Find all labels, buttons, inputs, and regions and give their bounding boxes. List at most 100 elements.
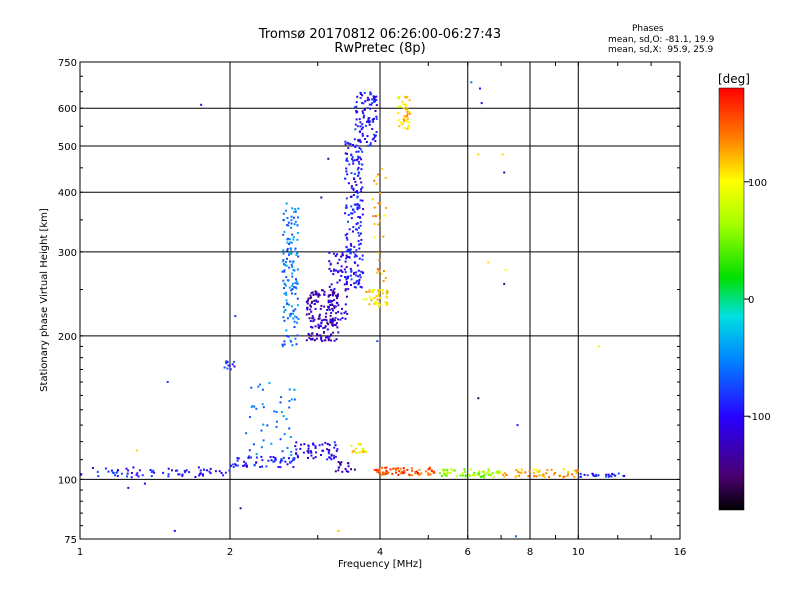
data-point — [277, 466, 280, 468]
data-point — [228, 469, 231, 472]
data-point — [292, 238, 295, 241]
data-point — [288, 238, 291, 241]
data-point — [311, 315, 314, 318]
data-point — [361, 102, 364, 104]
data-point — [362, 112, 365, 115]
data-point — [368, 296, 371, 299]
data-point — [288, 457, 290, 460]
data-point — [296, 268, 299, 271]
x-tick-label: 4 — [377, 547, 383, 558]
data-point — [375, 115, 378, 118]
data-point — [141, 474, 144, 477]
data-point — [79, 473, 82, 476]
data-point — [333, 268, 336, 271]
data-point — [307, 447, 310, 450]
data-point — [293, 210, 296, 213]
data-point — [252, 443, 255, 446]
data-point — [404, 116, 407, 119]
data-point — [505, 473, 508, 476]
data-point — [399, 121, 402, 124]
data-point — [288, 388, 291, 391]
data-point — [541, 474, 544, 477]
data-point — [520, 471, 523, 474]
data-point — [317, 300, 319, 303]
data-point — [321, 340, 324, 342]
y-tick-label: 300 — [58, 248, 77, 259]
data-point — [397, 467, 400, 470]
data-point — [546, 469, 549, 472]
data-point — [442, 470, 445, 473]
data-point — [289, 313, 292, 316]
data-point — [464, 474, 467, 477]
data-point — [333, 457, 335, 460]
data-point — [373, 98, 376, 101]
data-point — [288, 400, 291, 403]
data-point — [126, 472, 129, 475]
data-point — [348, 228, 351, 231]
data-point — [303, 443, 306, 446]
data-point — [307, 332, 310, 335]
data-point — [285, 299, 288, 302]
data-point — [332, 289, 335, 292]
data-point — [311, 338, 314, 341]
data-point — [376, 470, 379, 473]
data-point — [373, 117, 375, 120]
data-point — [407, 124, 410, 127]
data-point — [479, 475, 482, 478]
data-point — [350, 217, 353, 220]
data-point — [309, 334, 312, 337]
data-point — [290, 450, 293, 453]
data-point — [365, 291, 368, 293]
data-point — [406, 127, 409, 130]
data-point — [116, 470, 119, 473]
data-point — [478, 474, 481, 477]
data-point — [349, 274, 352, 277]
data-point — [260, 429, 263, 432]
data-point — [286, 249, 289, 252]
data-point — [361, 150, 364, 153]
data-point — [503, 171, 506, 174]
data-point — [296, 297, 299, 300]
data-point — [312, 317, 315, 320]
x-tick-label: 6 — [465, 547, 471, 558]
data-point — [502, 473, 505, 476]
data-point — [347, 462, 350, 465]
data-point — [326, 448, 329, 451]
data-point — [318, 317, 321, 320]
data-point — [291, 284, 293, 287]
data-point — [282, 415, 285, 418]
data-point — [323, 305, 326, 308]
data-point — [399, 105, 401, 108]
data-point — [341, 271, 344, 273]
data-point — [347, 220, 349, 223]
data-point — [120, 472, 123, 475]
data-point — [368, 289, 371, 292]
data-point — [597, 474, 600, 477]
data-point — [427, 473, 430, 476]
data-point — [283, 270, 286, 273]
data-point — [354, 203, 357, 206]
data-point — [356, 157, 359, 160]
data-point — [330, 458, 333, 461]
data-point — [167, 475, 170, 478]
data-point — [288, 303, 290, 306]
data-point — [352, 450, 355, 452]
data-point — [418, 468, 421, 471]
data-point — [385, 206, 387, 209]
data-point — [345, 197, 348, 200]
data-point — [378, 270, 381, 272]
data-point — [188, 471, 191, 474]
data-point — [313, 299, 316, 302]
data-point — [397, 119, 400, 122]
data-point — [225, 362, 228, 365]
data-point — [344, 289, 347, 292]
data-point — [153, 471, 156, 474]
data-point — [283, 310, 286, 313]
colorbar-label: [deg] — [718, 72, 750, 86]
grid-layer — [80, 62, 680, 539]
data-point — [355, 223, 358, 226]
data-point — [104, 467, 107, 470]
data-point — [340, 461, 343, 464]
data-point — [503, 475, 506, 478]
data-point — [354, 253, 357, 256]
